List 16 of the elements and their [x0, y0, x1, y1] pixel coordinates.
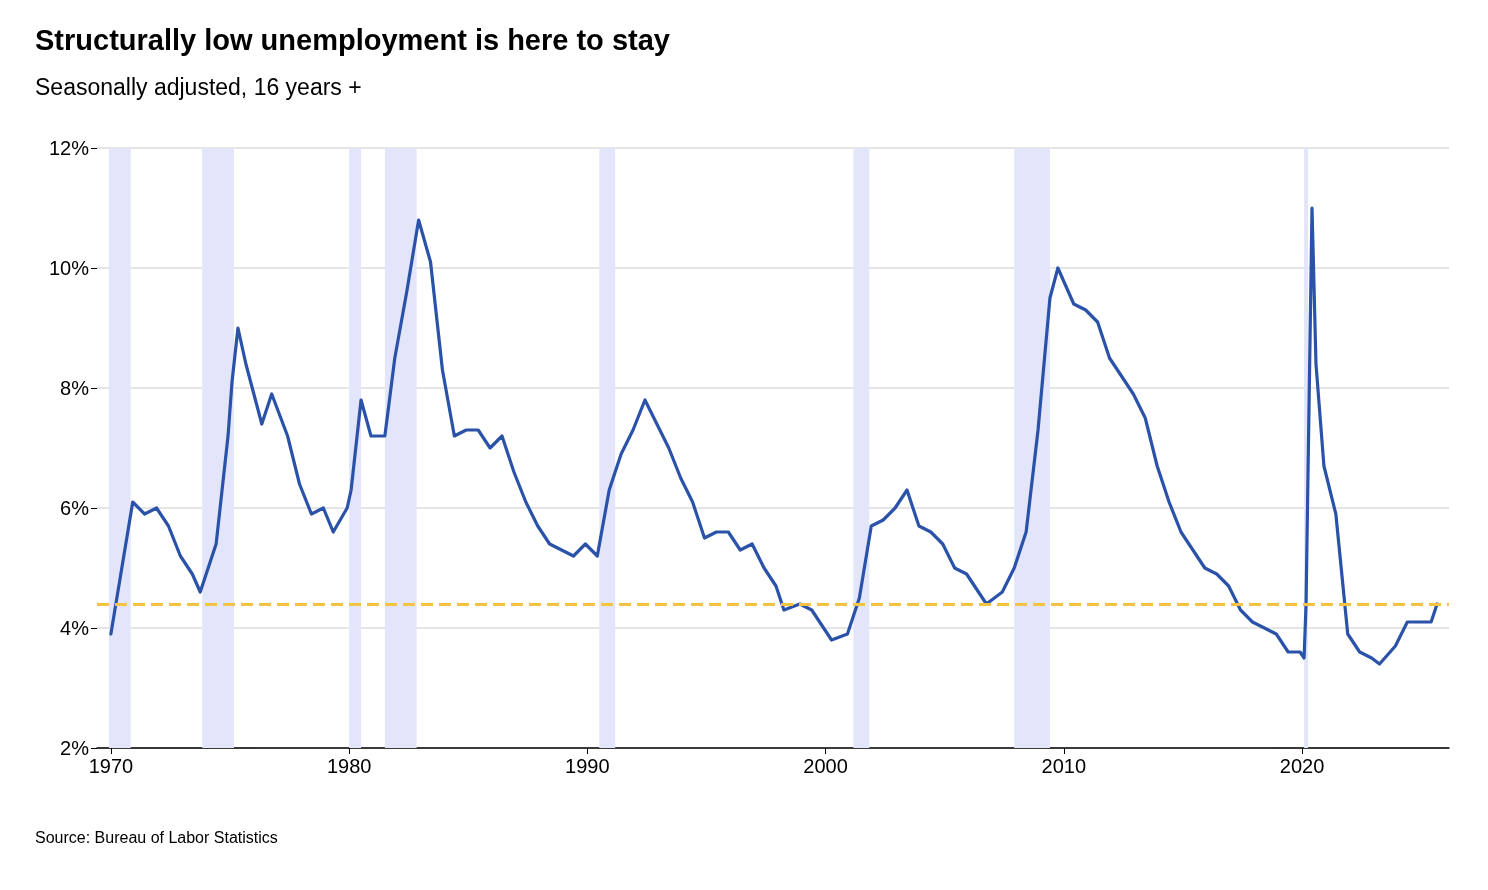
- chart-title: Structurally low unemployment is here to stay: [35, 23, 670, 56]
- y-tick-label: 8%: [60, 377, 90, 399]
- chart-subtitle: Seasonally adjusted, 16 years +: [35, 73, 362, 100]
- line-series: [109, 206, 1439, 666]
- y-tick-label: 2%: [60, 737, 90, 759]
- y-tick-label: 12%: [48, 137, 90, 159]
- x-tick-label: 1980: [326, 755, 372, 777]
- x-tick-label: 1970: [88, 755, 134, 777]
- y-tick-label: 6%: [60, 497, 90, 519]
- y-tick-label: 4%: [60, 617, 90, 639]
- x-tick-label: 2020: [1279, 755, 1325, 777]
- x-tick-label: 2010: [1041, 755, 1087, 777]
- y-tick-label: 10%: [48, 257, 90, 279]
- x-tick-label: 2000: [803, 755, 848, 777]
- x-tick-label: 1990: [565, 755, 610, 777]
- source-note: Source: Bureau of Labor Statistics: [35, 828, 278, 846]
